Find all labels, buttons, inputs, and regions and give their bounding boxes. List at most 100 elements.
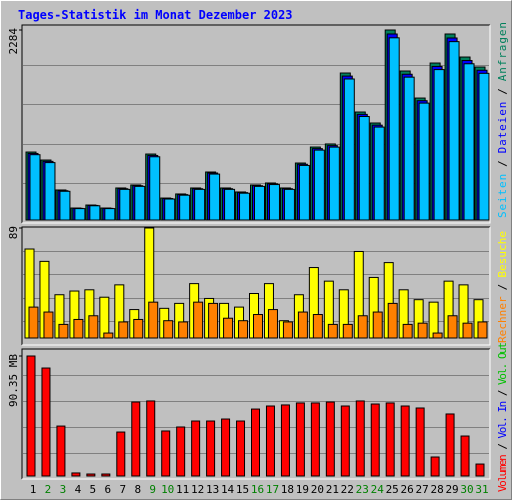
bar bbox=[385, 402, 395, 477]
x-tick-label: 29 bbox=[445, 483, 458, 496]
x-tick-label: 28 bbox=[430, 483, 443, 496]
bar bbox=[282, 321, 293, 339]
bar bbox=[223, 317, 234, 339]
x-tick-label: 12 bbox=[191, 483, 204, 496]
bar bbox=[178, 321, 189, 339]
bar bbox=[206, 420, 216, 477]
bar bbox=[327, 323, 338, 339]
bar bbox=[161, 430, 171, 477]
bar bbox=[119, 188, 131, 221]
bar bbox=[283, 188, 295, 221]
legend-entry: Volumen bbox=[496, 454, 509, 492]
bar bbox=[478, 72, 490, 221]
bar bbox=[417, 322, 428, 339]
bar bbox=[268, 184, 280, 221]
bar bbox=[236, 420, 246, 477]
bar bbox=[208, 302, 219, 339]
x-tick-label: 30 bbox=[460, 483, 473, 496]
bar bbox=[209, 173, 221, 221]
bar bbox=[267, 309, 278, 339]
legend-separator: / bbox=[496, 88, 509, 95]
legend-entry: Rechner bbox=[496, 296, 509, 343]
x-tick-label: 15 bbox=[236, 483, 249, 496]
bar bbox=[101, 473, 111, 477]
x-tick-label: 14 bbox=[221, 483, 235, 496]
legend: Rechner / Besuche bbox=[496, 231, 509, 343]
bar bbox=[477, 321, 488, 339]
bar bbox=[433, 69, 445, 221]
bar bbox=[328, 146, 340, 221]
bar bbox=[103, 332, 114, 339]
x-tick-label: 31 bbox=[475, 483, 488, 496]
bar bbox=[133, 318, 144, 339]
legend: Seiten / Dateien / Anfragen bbox=[496, 22, 509, 218]
bar bbox=[463, 63, 475, 221]
bar bbox=[447, 315, 458, 339]
x-tick-label: 21 bbox=[326, 483, 339, 496]
bar bbox=[26, 355, 36, 477]
bar bbox=[403, 76, 415, 221]
y-max-label: 89 bbox=[7, 226, 20, 239]
legend-entry: Vol. In bbox=[496, 401, 509, 439]
x-tick-label: 5 bbox=[90, 483, 97, 496]
bar bbox=[29, 154, 41, 221]
bar bbox=[448, 41, 460, 221]
panel-shadow bbox=[21, 226, 490, 345]
bar bbox=[432, 332, 443, 339]
bar bbox=[41, 367, 51, 477]
bar bbox=[131, 401, 141, 477]
bar bbox=[224, 188, 236, 221]
x-tick-label: 3 bbox=[60, 483, 67, 496]
bar bbox=[342, 323, 353, 339]
bar bbox=[254, 185, 265, 221]
bar bbox=[340, 405, 350, 477]
x-tick-label: 24 bbox=[371, 483, 385, 496]
panel-shadow bbox=[21, 348, 490, 479]
bar bbox=[430, 456, 440, 477]
bar bbox=[415, 407, 425, 477]
legend-separator: / bbox=[496, 443, 509, 450]
bar bbox=[295, 402, 305, 477]
bar bbox=[59, 190, 71, 221]
bar bbox=[343, 78, 355, 221]
bar bbox=[373, 126, 385, 221]
bar bbox=[163, 320, 174, 339]
bar bbox=[475, 463, 485, 477]
x-tick-label: 11 bbox=[176, 483, 189, 496]
legend-entry: Dateien bbox=[496, 102, 509, 154]
bar bbox=[251, 408, 260, 477]
bar bbox=[56, 425, 66, 477]
bar bbox=[71, 472, 81, 477]
bar bbox=[298, 164, 310, 221]
bar bbox=[99, 296, 110, 339]
x-tick-label: 20 bbox=[311, 483, 324, 496]
bar bbox=[194, 188, 206, 221]
bar bbox=[74, 208, 86, 221]
x-tick-label: 16 bbox=[251, 483, 264, 496]
bar bbox=[89, 205, 101, 221]
legend-entry: Besuche bbox=[496, 231, 509, 278]
bar bbox=[400, 405, 410, 477]
bar bbox=[402, 323, 413, 339]
legend-entry: Seiten bbox=[496, 174, 509, 218]
x-tick-label: 25 bbox=[386, 483, 399, 496]
bar bbox=[116, 431, 126, 477]
panel-light bbox=[22, 349, 491, 480]
bar bbox=[164, 198, 176, 221]
bar bbox=[88, 315, 99, 339]
bar bbox=[44, 162, 56, 221]
x-tick-label: 19 bbox=[296, 483, 309, 496]
bar bbox=[73, 318, 84, 339]
x-tick-label: 27 bbox=[416, 483, 429, 496]
x-tick-label: 9 bbox=[149, 483, 156, 496]
x-tick-label: 10 bbox=[161, 483, 174, 496]
bar bbox=[297, 311, 308, 339]
bar bbox=[358, 116, 370, 221]
bar bbox=[265, 405, 275, 477]
bar bbox=[176, 426, 186, 477]
bar bbox=[312, 314, 323, 339]
bar bbox=[148, 301, 159, 339]
